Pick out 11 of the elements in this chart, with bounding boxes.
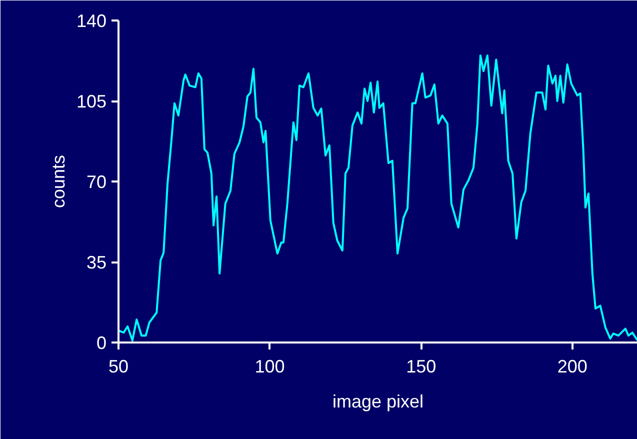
x-tick-label: 200 bbox=[557, 356, 588, 376]
y-axis-title: counts bbox=[48, 154, 68, 208]
x-axis-title: image pixel bbox=[332, 392, 424, 412]
y-tick-label: 140 bbox=[76, 11, 107, 31]
y-tick-label: 35 bbox=[86, 252, 107, 272]
y-tick-label: 70 bbox=[86, 172, 107, 192]
x-tick-label: 100 bbox=[254, 356, 285, 376]
y-tick-label: 105 bbox=[76, 92, 107, 112]
x-tick-label: 150 bbox=[406, 356, 436, 376]
x-tick-label: 50 bbox=[108, 356, 129, 376]
y-tick-label: 0 bbox=[96, 333, 107, 353]
